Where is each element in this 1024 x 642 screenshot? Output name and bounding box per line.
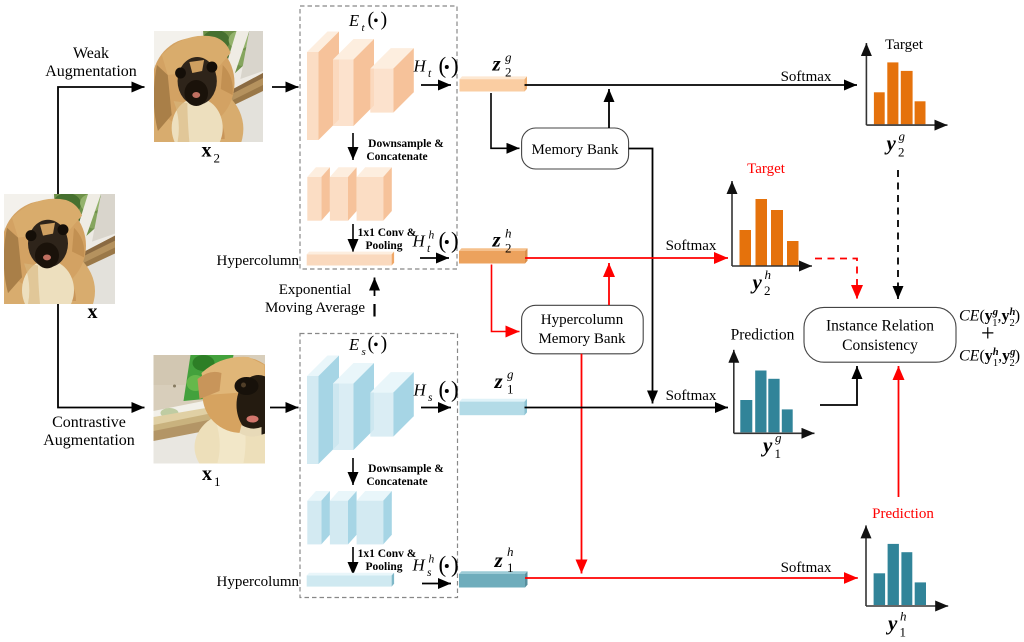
svg-text:y: y (750, 270, 763, 294)
svg-text:Prediction: Prediction (731, 327, 795, 344)
svg-text:1: 1 (507, 382, 514, 397)
svg-text:s: s (362, 346, 366, 358)
svg-text:Memory Bank: Memory Bank (538, 331, 626, 347)
svg-text:(: ( (439, 53, 447, 78)
svg-text:Softmax: Softmax (666, 238, 717, 254)
svg-text:z: z (494, 548, 504, 572)
svg-text:h: h (505, 226, 512, 241)
svg-text:Prediction: Prediction (872, 506, 934, 522)
svg-text:h: h (507, 544, 514, 559)
svg-text:z: z (492, 52, 502, 76)
svg-text:t: t (427, 243, 431, 255)
svg-text:Augmentation: Augmentation (43, 432, 135, 449)
svg-text:Pooling: Pooling (365, 561, 402, 573)
svg-text:E: E (348, 335, 359, 354)
svg-text:x: x (202, 140, 212, 162)
svg-text:Concatenate: Concatenate (366, 476, 427, 488)
svg-text:H: H (413, 57, 428, 76)
svg-text:Downsample &: Downsample & (368, 463, 444, 475)
svg-text:Memory Bank: Memory Bank (531, 142, 619, 158)
svg-text:t: t (362, 22, 366, 34)
svg-text:z: z (494, 369, 504, 393)
svg-text:y: y (884, 131, 897, 155)
svg-text:+: + (981, 321, 995, 347)
svg-text:g: g (775, 430, 782, 445)
svg-text:Downsample &: Downsample & (368, 138, 444, 150)
svg-text:1: 1 (775, 446, 782, 461)
svg-text:g: g (505, 50, 512, 65)
svg-text:1: 1 (214, 474, 221, 489)
svg-text:): ) (381, 9, 388, 31)
svg-text:Contrastive: Contrastive (52, 414, 126, 431)
svg-text:): ) (451, 53, 459, 78)
svg-text:2: 2 (214, 151, 221, 166)
svg-text:Hypercolumn: Hypercolumn (217, 574, 300, 590)
svg-text:Pooling: Pooling (365, 240, 402, 252)
svg-text:H: H (412, 232, 427, 251)
svg-text:(: ( (439, 377, 447, 402)
svg-text:Instance Relation: Instance Relation (826, 318, 934, 335)
svg-text:Exponential: Exponential (279, 282, 351, 298)
svg-text:CE(yg1,yh2): CE(yg 1,yh 2) (959, 307, 1020, 329)
svg-text:2: 2 (764, 283, 771, 298)
svg-text:H: H (412, 556, 427, 575)
svg-text:t: t (428, 68, 432, 80)
svg-text:): ) (381, 333, 388, 355)
svg-text:Augmentation: Augmentation (45, 63, 137, 80)
svg-text:): ) (451, 377, 459, 402)
svg-text:Softmax: Softmax (781, 69, 832, 85)
svg-text:E: E (348, 11, 359, 30)
svg-text:x: x (88, 301, 98, 323)
svg-text:Moving Average: Moving Average (265, 300, 365, 316)
svg-text:h: h (429, 230, 435, 242)
svg-text:Softmax: Softmax (666, 388, 717, 404)
svg-text:CE(yh1,yg2): CE(yh 1,yg 2) (959, 347, 1020, 369)
svg-text:1x1 Conv &: 1x1 Conv & (358, 548, 417, 560)
svg-text:Softmax: Softmax (781, 560, 832, 576)
svg-text:H: H (413, 381, 428, 400)
svg-text:g: g (507, 367, 514, 382)
svg-text:1: 1 (900, 625, 907, 640)
svg-text:(: ( (368, 333, 375, 355)
svg-text:Concatenate: Concatenate (366, 151, 427, 163)
svg-text:h: h (900, 609, 907, 624)
svg-text:1x1 Conv &: 1x1 Conv & (358, 227, 417, 239)
svg-text:Target: Target (885, 37, 924, 53)
svg-text:s: s (427, 567, 432, 579)
svg-text:z: z (492, 228, 502, 252)
svg-text:2: 2 (898, 145, 905, 160)
svg-text:h: h (429, 554, 435, 566)
svg-text:Consistency: Consistency (842, 337, 918, 354)
svg-text:(: ( (368, 9, 375, 31)
svg-text:h: h (765, 267, 772, 282)
svg-text:Hypercolumn: Hypercolumn (541, 312, 624, 328)
svg-text:1: 1 (507, 560, 514, 575)
svg-text:y: y (885, 611, 898, 635)
svg-text:(: ( (439, 552, 447, 577)
svg-text:): ) (451, 228, 459, 253)
svg-text:2: 2 (505, 241, 512, 256)
svg-text:Target: Target (747, 161, 786, 177)
svg-text:2: 2 (505, 65, 512, 80)
svg-text:Hypercolumn: Hypercolumn (217, 253, 300, 269)
svg-text:y: y (760, 433, 773, 457)
svg-text:(: ( (439, 228, 447, 253)
svg-text:s: s (428, 392, 433, 404)
svg-text:x: x (202, 463, 212, 485)
svg-text:Weak: Weak (73, 45, 109, 62)
svg-text:): ) (451, 552, 459, 577)
svg-text:g: g (899, 129, 906, 144)
